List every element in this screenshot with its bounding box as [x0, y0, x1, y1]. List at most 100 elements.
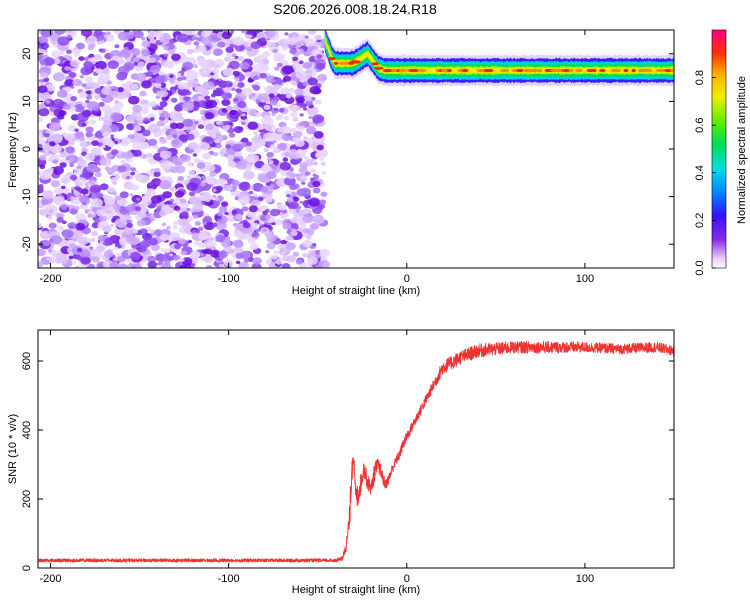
- noise-speckle: [160, 175, 166, 181]
- noise-speckle: [154, 75, 165, 84]
- noise-speckle: [234, 77, 240, 82]
- noise-speckle: [38, 131, 43, 137]
- noise-speckle: [148, 57, 157, 63]
- noise-speckle: [148, 123, 160, 133]
- noise-speckle: [140, 141, 145, 146]
- noise-speckle: [283, 116, 290, 121]
- noise-speckle: [158, 137, 168, 144]
- noise-speckle: [274, 218, 283, 226]
- noise-speckle: [69, 157, 75, 162]
- noise-speckle: [185, 90, 192, 96]
- noise-speckle: [114, 44, 120, 49]
- noise-speckle: [250, 243, 259, 250]
- noise-speckle: [181, 102, 195, 112]
- noise-speckle: [229, 109, 237, 116]
- noise-speckle: [188, 198, 194, 203]
- noise-speckle: [39, 59, 47, 65]
- noise-speckle: [149, 64, 161, 74]
- noise-speckle: [273, 135, 282, 142]
- noise-speckle: [116, 72, 128, 81]
- noise-speckle: [289, 201, 299, 209]
- noise-speckle: [73, 46, 79, 51]
- noise-speckle: [86, 35, 97, 44]
- noise-speckle: [153, 171, 161, 177]
- noise-speckle: [292, 251, 300, 257]
- noise-speckle: [282, 65, 294, 75]
- noise-speckle: [194, 121, 199, 125]
- noise-speckle: [247, 78, 254, 83]
- noise-speckle: [194, 221, 201, 226]
- noise-speckle: [221, 201, 229, 207]
- noise-speckle: [321, 171, 327, 175]
- signal-hotspot: [586, 68, 595, 73]
- noise-speckle: [302, 214, 314, 224]
- noise-speckle: [259, 124, 266, 130]
- noise-speckle: [65, 146, 75, 154]
- noise-speckle: [280, 251, 286, 256]
- noise-speckle: [257, 93, 269, 102]
- noise-speckle: [278, 204, 287, 211]
- noise-speckle: [130, 83, 139, 90]
- noise-speckle: [145, 188, 156, 197]
- noise-speckle: [150, 229, 155, 233]
- noise-speckle: [261, 58, 269, 65]
- noise-speckle: [266, 151, 274, 158]
- noise-speckle: [198, 141, 210, 151]
- x-tick-label: 100: [576, 273, 594, 285]
- x-tick-label: -200: [39, 573, 61, 585]
- noise-speckle: [65, 159, 71, 164]
- noise-speckle: [269, 99, 278, 106]
- noise-speckle: [288, 151, 294, 156]
- noise-speckle: [296, 188, 307, 197]
- noise-speckle: [202, 221, 208, 225]
- noise-speckle: [284, 190, 292, 196]
- noise-speckle: [48, 222, 57, 229]
- noise-speckle: [164, 248, 171, 254]
- noise-speckle: [108, 261, 120, 268]
- noise-speckle: [200, 252, 205, 256]
- noise-speckle: [119, 49, 131, 58]
- noise-speckle: [141, 40, 151, 48]
- x-tick-label: 0: [404, 273, 410, 285]
- noise-speckle: [278, 38, 289, 47]
- noise-speckle: [146, 152, 153, 158]
- noise-speckle: [305, 100, 313, 106]
- noise-speckle: [307, 250, 318, 258]
- noise-speckle: [251, 136, 261, 144]
- noise-speckle: [78, 56, 85, 61]
- noise-speckle: [231, 210, 238, 215]
- noise-speckle: [298, 125, 305, 131]
- x-tick-label: -100: [218, 273, 240, 285]
- noise-speckle: [44, 132, 50, 138]
- noise-speckle: [79, 136, 85, 141]
- noise-speckle: [139, 208, 147, 214]
- noise-region: [38, 30, 331, 268]
- noise-speckle: [89, 119, 97, 125]
- noise-speckle: [230, 191, 237, 196]
- noise-speckle: [239, 61, 250, 70]
- noise-speckle: [274, 108, 278, 111]
- noise-speckle: [246, 156, 256, 163]
- noise-speckle: [78, 155, 84, 159]
- noise-speckle: [80, 66, 92, 76]
- noise-speckle: [191, 263, 196, 267]
- noise-speckle: [114, 218, 127, 228]
- noise-speckle: [61, 185, 66, 190]
- snr-frame: [37, 329, 675, 569]
- noise-speckle: [260, 37, 267, 42]
- noise-speckle: [233, 126, 244, 134]
- noise-speckle: [169, 129, 177, 135]
- noise-speckle: [250, 41, 262, 50]
- noise-speckle: [225, 46, 234, 53]
- noise-speckle: [70, 96, 78, 102]
- signal-hotspot: [646, 68, 653, 73]
- noise-speckle: [154, 167, 161, 173]
- noise-speckle: [222, 125, 230, 131]
- noise-speckle: [71, 261, 76, 265]
- noise-speckle: [218, 136, 223, 140]
- noise-speckle: [133, 125, 142, 132]
- noise-speckle: [126, 80, 133, 86]
- noise-speckle: [313, 131, 324, 139]
- noise-speckle: [38, 104, 45, 110]
- noise-speckle: [105, 238, 114, 246]
